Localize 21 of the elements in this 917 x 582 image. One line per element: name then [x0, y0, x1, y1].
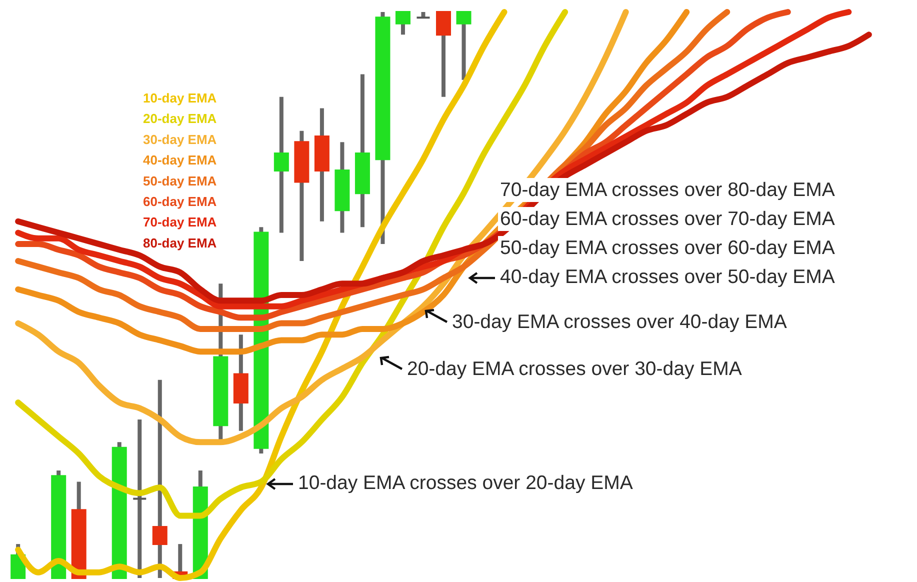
candlestick [132, 420, 148, 578]
candlestick [395, 11, 410, 35]
text: 30-day EMA [143, 132, 218, 147]
annotation: 50-day EMA crosses over 60-day EMA [498, 236, 837, 260]
series-label: 80-day EMA [143, 235, 218, 250]
annotation: 60-day EMA crosses over 70-day EMA [498, 207, 837, 231]
annotation: 10-day EMA crosses over 20-day EMA [296, 471, 635, 495]
candlestick [152, 380, 168, 578]
annotation: 70-day EMA crosses over 80-day EMA [498, 178, 837, 202]
text: 60-day EMA [143, 194, 218, 209]
text: 20-day EMA [143, 111, 218, 126]
text: 10-day EMA [143, 90, 218, 106]
candlestick [456, 11, 472, 80]
candlestick [436, 11, 451, 97]
annotation: 20-day EMA crosses over 30-day EMA [405, 357, 744, 381]
text: 70-day EMA [143, 214, 218, 230]
text: 50-day EMA [143, 173, 218, 188]
annotation: 40-day EMA crosses over 50-day EMA [498, 265, 837, 289]
text: 40-day EMA [143, 152, 218, 168]
candlestick [274, 96, 289, 233]
annotation: 30-day EMA crosses over 40-day EMA [450, 310, 789, 334]
